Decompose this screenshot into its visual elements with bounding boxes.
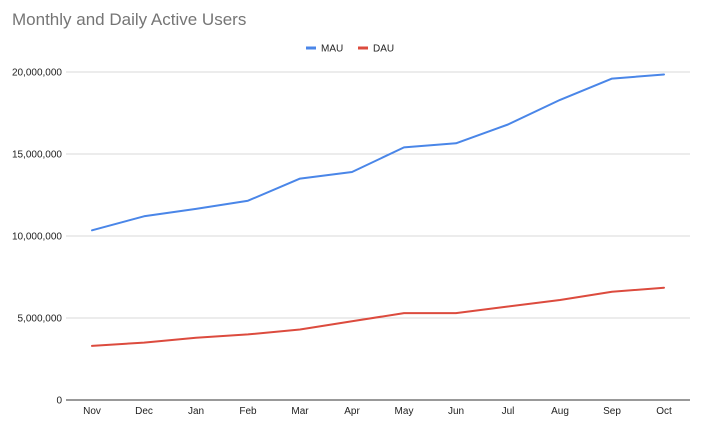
legend-label-mau: MAU — [321, 44, 343, 55]
y-tick-label: 0 — [56, 396, 62, 407]
legend-label-dau: DAU — [373, 44, 394, 55]
x-tick-label: Nov — [83, 406, 101, 417]
x-tick-label: Jun — [448, 406, 464, 417]
y-tick-label: 20,000,000 — [12, 68, 62, 79]
x-tick-label: Feb — [239, 406, 257, 417]
x-tick-label: Jul — [502, 406, 515, 417]
x-tick-label: May — [395, 406, 414, 417]
x-tick-labels: Nov Dec Jan Feb Mar Apr May Jun Jul Aug Sep Oct — [83, 406, 672, 417]
series-lines — [91, 73, 665, 347]
x-tick-label: Mar — [291, 406, 309, 417]
y-tick-label: 15,000,000 — [12, 150, 62, 161]
x-tick-label: Dec — [135, 406, 153, 417]
y-tick-label: 10,000,000 — [12, 232, 62, 243]
y-tick-labels: 0 5,000,000 10,000,000 15,000,000 20,000,000 — [12, 68, 63, 407]
x-tick-label: Jan — [188, 406, 204, 417]
chart-title: Monthly and Daily Active Users — [12, 10, 247, 29]
legend: MAU DAU — [306, 44, 394, 55]
series-line-mau — [91, 73, 665, 232]
x-tick-label: Apr — [344, 406, 360, 417]
series-line-dau — [91, 286, 665, 347]
y-tick-label: 5,000,000 — [18, 314, 63, 325]
gridlines — [66, 71, 690, 319]
x-tick-label: Oct — [656, 406, 672, 417]
x-tick-label: Aug — [551, 406, 569, 417]
x-tick-label: Sep — [603, 406, 621, 417]
